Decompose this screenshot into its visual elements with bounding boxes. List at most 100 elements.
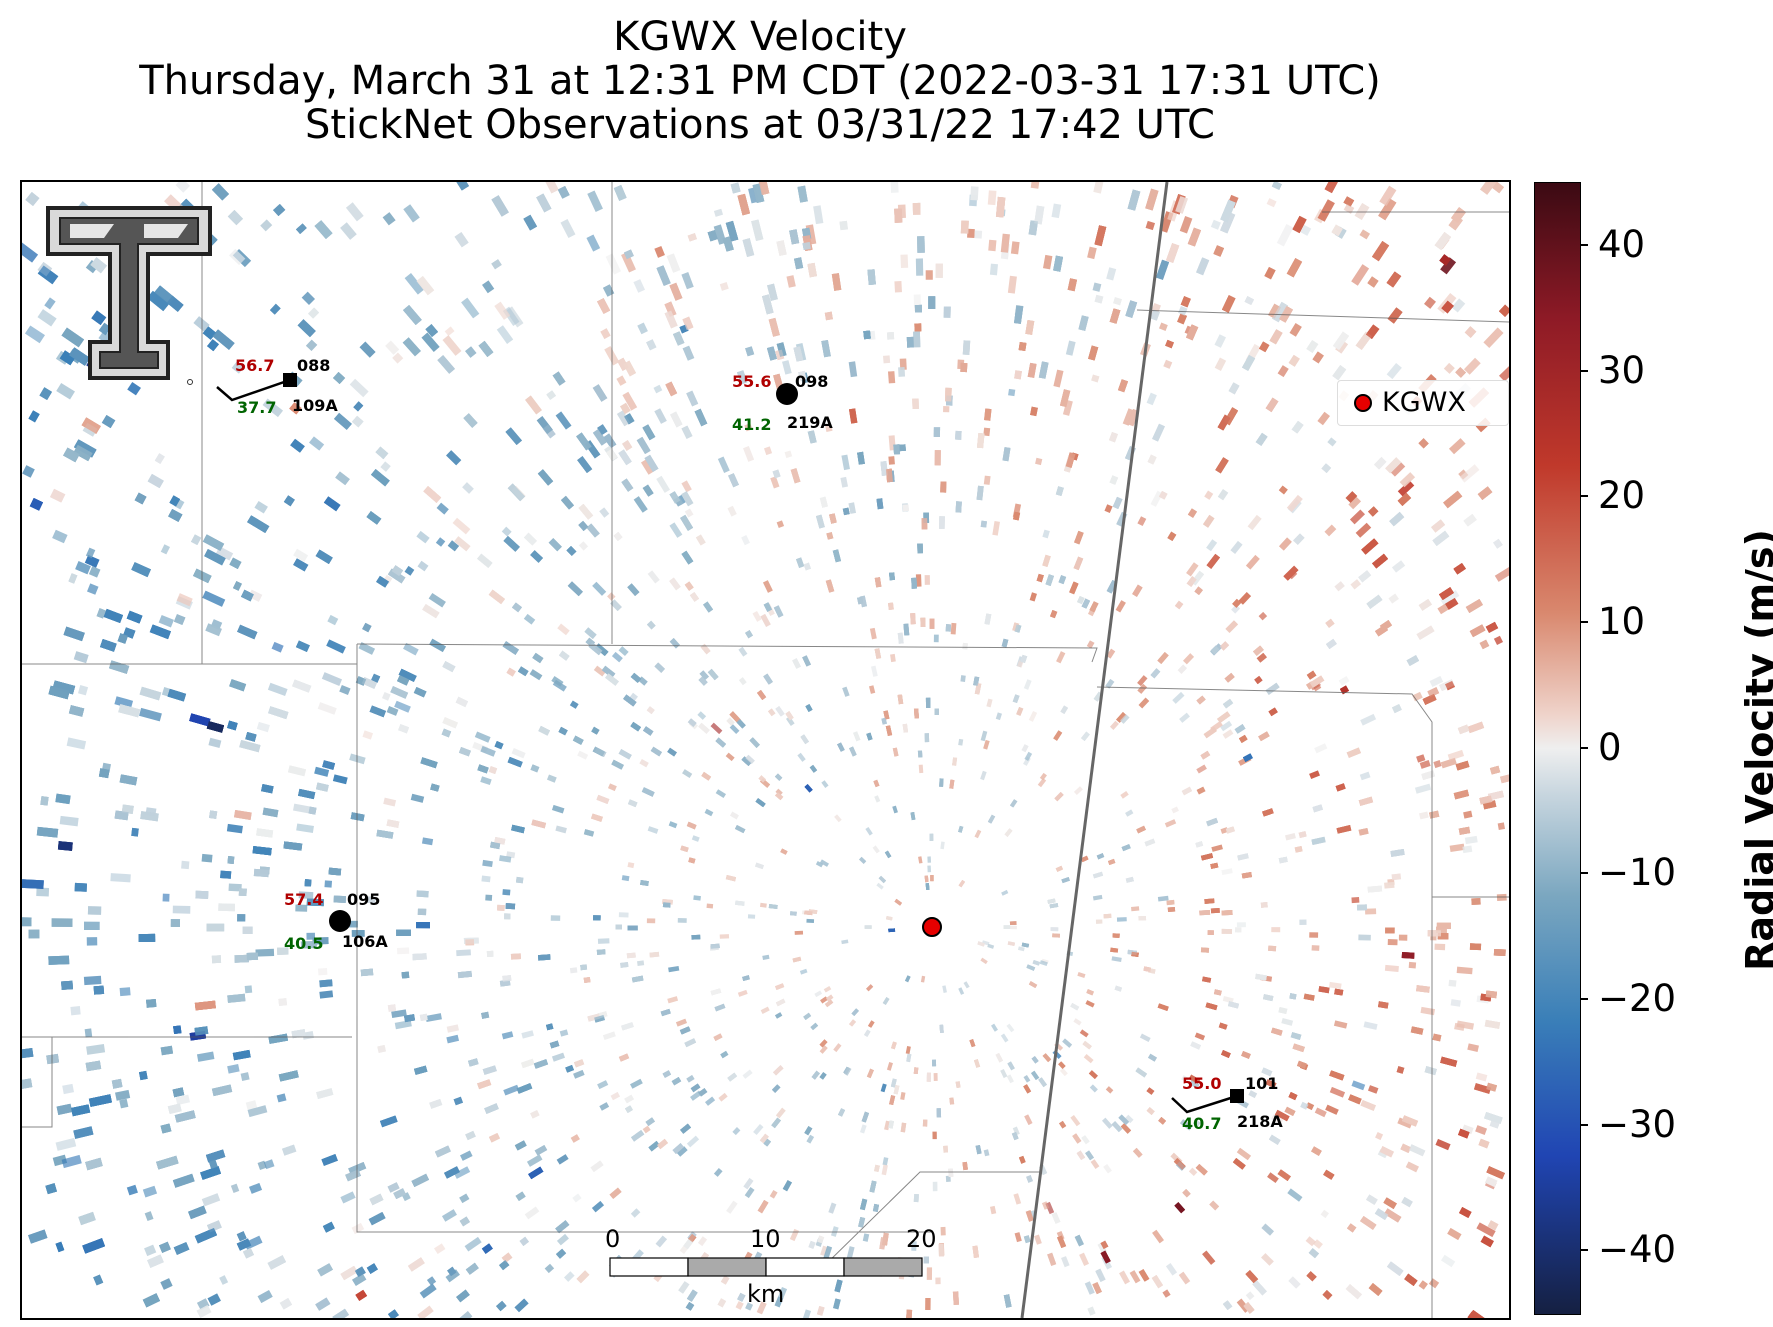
velocity-pixel [1419,811,1429,820]
velocity-pixel [77,685,89,696]
velocity-pixel [1107,858,1116,866]
velocity-pixel [352,1273,367,1286]
velocity-pixel [56,382,75,400]
velocity-pixel [886,1061,893,1071]
velocity-pixel [789,1228,800,1242]
velocity-pixel [707,230,718,242]
velocity-pixel [1276,223,1294,247]
velocity-pixel [86,1044,106,1055]
velocity-pixel [422,603,440,619]
velocity-pixel [774,1012,783,1019]
velocity-pixel [599,1102,610,1111]
velocity-pixel [22,465,35,478]
velocity-pixel [1462,845,1473,854]
velocity-pixel [1317,199,1335,222]
velocity-pixel [394,700,411,713]
velocity-pixel [1120,790,1129,799]
velocity-pixel [786,275,796,288]
velocity-pixel [1073,786,1083,796]
velocity-pixel [1391,873,1402,881]
velocity-pixel [616,375,627,386]
velocity-pixel [420,757,438,769]
velocity-pixel [1165,1263,1178,1276]
velocity-pixel [144,1244,157,1257]
velocity-pixel [1414,783,1432,794]
velocity-pixel [140,811,159,822]
velocity-pixel [627,862,635,869]
velocity-pixel [1157,895,1169,902]
velocity-pixel [1152,423,1165,442]
velocity-pixel [1001,889,1009,896]
velocity-pixel [1391,560,1406,573]
velocity-pixel [226,823,243,834]
velocity-pixel [1440,757,1457,769]
velocity-pixel [526,1154,543,1167]
velocity-pixel [932,1131,937,1140]
velocity-pixel [1214,334,1227,348]
velocity-pixel [744,1186,755,1199]
velocity-pixel [84,1028,93,1038]
velocity-pixel [115,1089,131,1101]
velocity-pixel [1119,1270,1130,1285]
velocity-pixel [697,711,707,720]
velocity-pixel [1453,562,1466,575]
velocity-pixel [257,1289,273,1304]
velocity-pixel [629,692,639,701]
velocity-pixel [1383,1197,1397,1209]
velocity-pixel [1165,339,1174,349]
velocity-pixel [686,1074,695,1083]
velocity-pixel [511,748,526,759]
velocity-pixel [1388,593,1399,604]
velocity-pixel [569,700,579,709]
velocity-pixel [1042,529,1050,539]
velocity-pixel [1351,264,1370,286]
velocity-pixel [1206,539,1218,552]
velocity-pixel [1211,844,1223,852]
velocity-pixel [174,1110,196,1123]
velocity-pixel [1419,759,1431,769]
velocity-pixel [555,411,572,430]
velocity-pixel [1338,675,1350,686]
velocity-pixel [1221,1050,1231,1058]
velocity-pixel [622,391,638,411]
velocity-pixel [24,325,45,344]
velocity-pixel [1171,806,1179,814]
velocity-pixel [989,1205,997,1215]
velocity-pixel [819,1045,828,1054]
velocity-pixel [583,829,595,837]
velocity-pixel [1492,182,1504,194]
velocity-pixel [503,1084,520,1096]
velocity-pixel [681,480,692,493]
velocity-pixel [637,322,648,335]
velocity-pixel [1230,540,1243,554]
velocity-pixel [742,1069,753,1079]
velocity-pixel [737,989,748,997]
velocity-pixel [127,381,141,396]
velocity-pixel [898,367,906,377]
velocity-pixel [453,1166,471,1179]
radar-map[interactable]: 0 10 20 km 56.7 088 37.7 109A 55.6 098 4… [20,180,1511,1320]
velocity-pixel [1053,369,1064,388]
velocity-pixel [381,691,391,701]
velocity-pixel [1029,592,1037,602]
velocity-pixel [1358,934,1371,941]
velocity-pixel [926,1267,933,1280]
velocity-pixel [869,685,876,694]
velocity-pixel [1258,611,1268,621]
velocity-pixel [314,766,330,777]
velocity-pixel [147,473,164,489]
velocity-pixel [446,1024,459,1033]
velocity-pixel [1105,1086,1114,1094]
velocity-pixel [232,581,242,591]
velocity-pixel [499,855,512,863]
chart-title-line1: KGWX Velocity [613,14,907,60]
velocity-pixel [494,301,511,320]
velocity-pixel [435,537,446,547]
velocity-pixel [358,642,376,655]
velocity-pixel [1125,1114,1134,1124]
velocity-pixel [1420,1006,1436,1016]
velocity-pixel [1286,494,1303,512]
chart-title-line3: StickNet Observations at 03/31/22 17:42 … [305,102,1215,148]
velocity-pixel [1494,566,1509,582]
velocity-pixel [630,1078,643,1089]
